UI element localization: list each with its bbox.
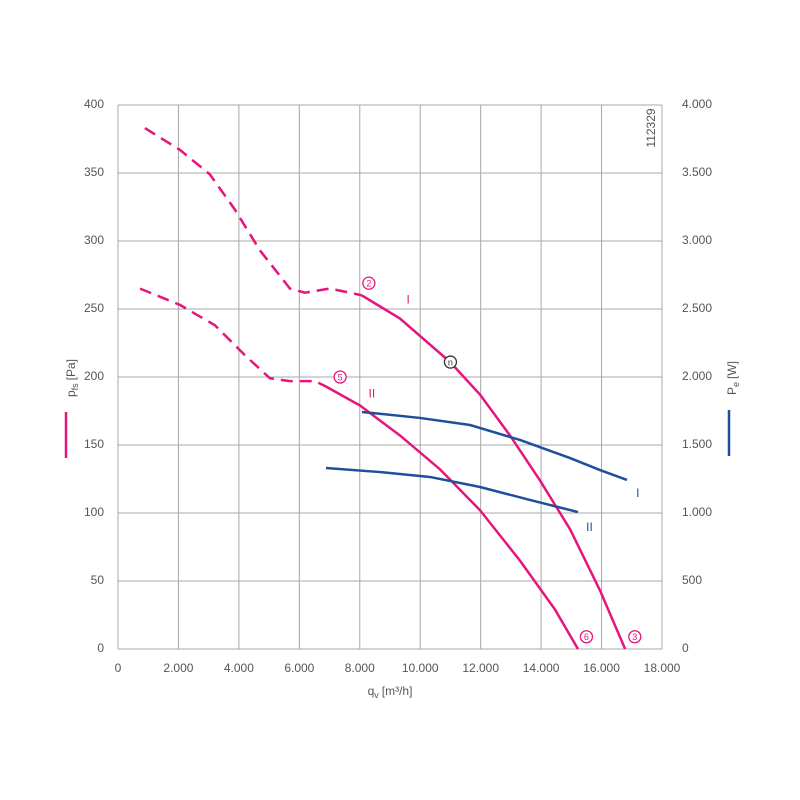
annotation: n: [448, 357, 453, 367]
annotation: 2: [366, 279, 371, 289]
y-axis-label: pfs[Pa]: [64, 359, 80, 397]
y-tick-label: 200: [84, 369, 104, 383]
annotation: 3: [632, 632, 637, 642]
annotation-circle: [443, 355, 458, 369]
x-tick-label: 2.000: [163, 661, 193, 675]
svg-text:Pe[W]: Pe[W]: [725, 361, 741, 395]
y2-tick-label: 3.500: [682, 165, 712, 179]
y-tick-label: 150: [84, 437, 104, 451]
x-tick-label: 14.000: [523, 661, 560, 675]
y2-tick-label: 2.000: [682, 369, 712, 383]
annotation-circle: [362, 276, 376, 290]
series-line: [361, 294, 627, 650]
x-tick-label: 6.000: [284, 661, 314, 675]
y2-axis-label: Pe[W]: [725, 361, 741, 395]
series-line: [139, 287, 327, 388]
y2-tick-label: 0: [682, 641, 689, 655]
x-tick-label: 12.000: [462, 661, 499, 675]
x-tick-label: 16.000: [583, 661, 620, 675]
y2-tick-label: 1.500: [682, 437, 712, 451]
y-tick-label: 100: [84, 505, 104, 519]
y2-tick-label: 1.000: [682, 505, 712, 519]
x-tick-label: 8.000: [345, 661, 375, 675]
annotation: 6: [584, 632, 589, 642]
series-line: [325, 466, 579, 514]
y-tick-label: 50: [91, 573, 105, 587]
x-tick-label: 4.000: [224, 661, 254, 675]
x-tick-label: 18.000: [644, 661, 681, 675]
y2-tick-label: 500: [682, 573, 702, 587]
series-line: [325, 385, 580, 650]
y-tick-label: 300: [84, 233, 104, 247]
series-line: [361, 410, 628, 482]
svg-text:pfs[Pa]: pfs[Pa]: [64, 359, 80, 397]
annotation-circle: [628, 630, 642, 644]
y-tick-label: 350: [84, 165, 104, 179]
x-tick-label: 0: [115, 661, 122, 675]
x-axis-label: qv [m³/h]: [368, 684, 413, 700]
chart-code: 112329: [644, 108, 658, 147]
annotation-circle: [579, 630, 594, 644]
x-tick-label: 10.000: [402, 661, 439, 675]
annotation: I: [406, 293, 409, 307]
series-line: [144, 127, 363, 297]
y-tick-label: 250: [84, 301, 104, 315]
annotation-circle: [333, 370, 347, 384]
y2-tick-label: 3.000: [682, 233, 712, 247]
y2-tick-label: 2.500: [682, 301, 712, 315]
annotation: II: [586, 520, 593, 534]
y-tick-label: 400: [84, 97, 104, 111]
y2-tick-label: 4.000: [682, 97, 712, 111]
annotation: II: [369, 386, 376, 400]
y-tick-label: 0: [97, 641, 104, 655]
annotation: 5: [338, 372, 343, 382]
annotation: I: [636, 486, 639, 500]
